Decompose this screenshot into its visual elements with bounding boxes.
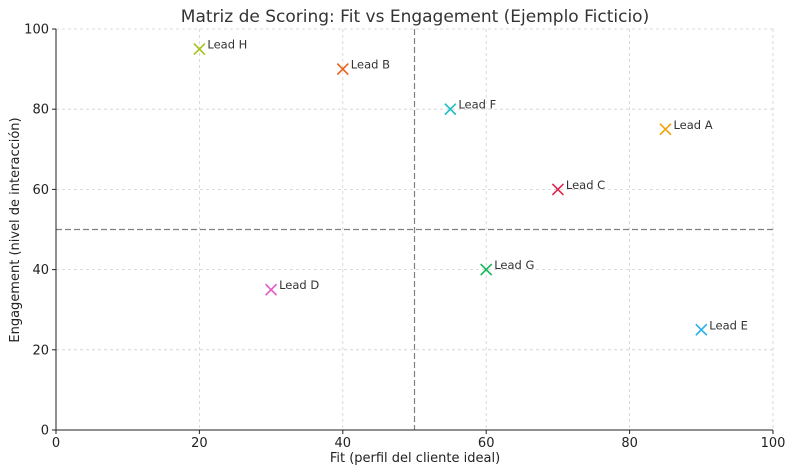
point-label: Lead H [207,38,247,52]
y-tick-label: 80 [32,103,49,118]
point-label: Lead C [566,178,605,192]
x-axis-ticks: 0 20 40 60 80 100 [52,430,786,451]
x-marker-stroke [265,283,278,296]
data-point-lead-f: Lead F [444,98,496,116]
data-point-lead-h: Lead H [193,38,247,56]
y-tick-label: 0 [41,424,49,439]
data-points: Lead A Lead B Lead C Lead D Lead E Lead F Lead… [193,38,748,336]
data-point-lead-b: Lead B [336,58,390,76]
x-marker-stroke [480,263,493,276]
y-tick-label: 40 [32,263,49,278]
y-tick-label: 60 [32,183,49,198]
x-tick-label: 60 [478,436,495,451]
data-point-lead-d: Lead D [265,278,319,296]
reference-lines [56,29,773,430]
x-marker-stroke [659,123,672,136]
y-axis-ticks: 0 20 40 60 80 100 [24,23,56,439]
x-tick-label: 40 [335,436,352,451]
x-tick-label: 0 [52,436,60,451]
x-tick-label: 80 [621,436,638,451]
y-axis-label: Engagement (nivel de interacción) [8,117,23,342]
chart-title: Matriz de Scoring: Fit vs Engagement (Ej… [181,7,649,27]
axes [55,29,773,431]
point-label: Lead G [494,258,534,272]
point-label: Lead E [709,318,748,332]
point-label: Lead D [279,278,319,292]
data-point-lead-g: Lead G [480,258,534,276]
y-tick-label: 100 [24,23,49,38]
data-point-lead-e: Lead E [695,318,748,336]
x-marker-stroke [695,323,708,336]
x-marker-stroke [551,183,564,196]
point-label: Lead B [351,58,390,72]
point-label: Lead A [673,118,712,132]
point-label: Lead F [458,98,496,112]
x-tick-label: 20 [191,436,208,451]
x-tick-label: 100 [761,436,786,451]
x-marker-stroke [444,103,457,116]
data-point-lead-a: Lead A [659,118,713,136]
x-marker-stroke [193,42,206,56]
data-point-lead-c: Lead C [551,178,605,196]
x-marker-stroke [336,63,349,76]
y-tick-label: 20 [32,343,49,358]
x-axis-label: Fit (perfil del cliente ideal) [330,451,500,466]
